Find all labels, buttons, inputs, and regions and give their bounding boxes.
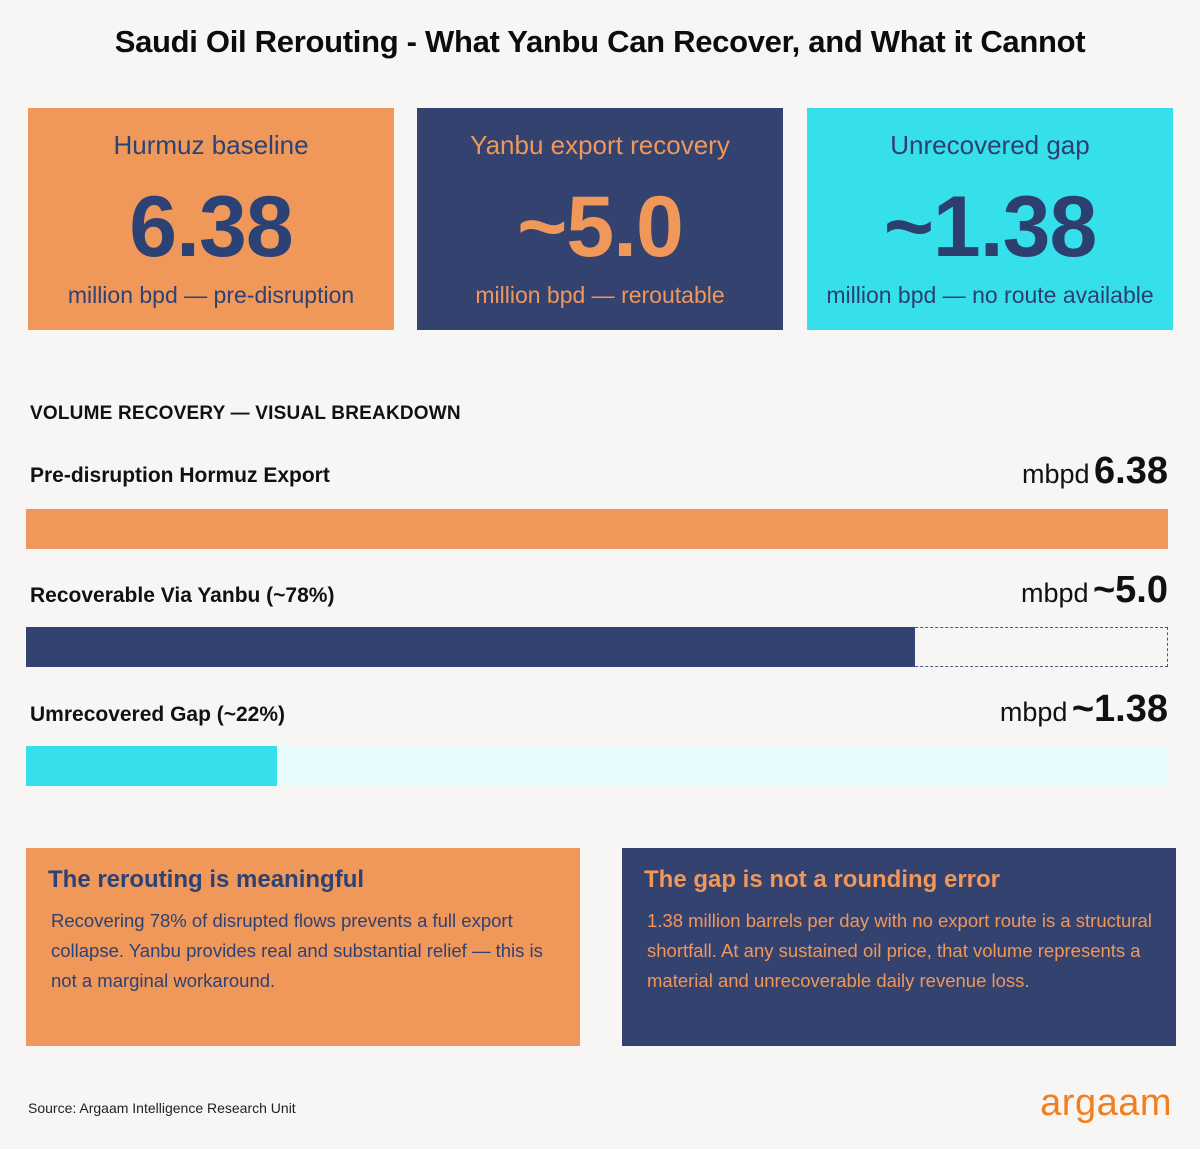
bar-fill-hormuz: [26, 509, 1168, 549]
value-number: ~5.0: [1092, 569, 1168, 611]
value-number: ~1.38: [1071, 688, 1168, 730]
kpi-value: 6.38: [129, 179, 293, 275]
kpi-value: ~5.0: [517, 179, 684, 275]
unit-label: mbpd: [1022, 459, 1090, 489]
page-title: Saudi Oil Rerouting - What Yanbu Can Rec…: [114, 24, 1086, 59]
kpi-card-hormuz-baseline: Hurmuz baseline 6.38 million bpd — pre-d…: [28, 108, 394, 330]
kpi-card-yanbu-recovery: Yanbu export recovery ~5.0 million bpd —…: [417, 108, 783, 330]
bar-value-yanbu: mbpd ~5.0: [1021, 569, 1168, 612]
kpi-subtitle: million bpd — no route available: [826, 282, 1154, 308]
kpi-label: Unrecovered gap: [890, 130, 1090, 160]
bar-track-gap: [26, 746, 1168, 786]
note-card-rerouting: The rerouting is meaningful Recovering 7…: [26, 848, 580, 1046]
note-body: Recovering 78% of disrupted flows preven…: [51, 910, 543, 991]
bar-track-yanbu-dashed: [25, 626, 1168, 667]
bar-track-hormuz: [26, 509, 1168, 549]
kpi-subtitle: million bpd — pre-disruption: [67, 282, 355, 308]
bar-value-gap: mbpd ~1.38: [1000, 688, 1168, 731]
kpi-value: ~1.38: [883, 179, 1098, 275]
note-title: The gap is not a rounding error: [644, 866, 1001, 893]
unit-label: mbpd: [1020, 578, 1089, 608]
bar-fill-gap: [26, 746, 278, 786]
bar-label-gap: Umrecovered Gap (~22%): [30, 703, 286, 726]
value-number: 6.38: [1094, 450, 1168, 492]
bar-fill-yanbu: [25, 626, 915, 667]
kpi-subtitle: million bpd — reroutable: [475, 282, 725, 308]
note-title: The rerouting is meaningful: [48, 866, 365, 893]
bar-value-hormuz: mbpd 6.38: [1022, 450, 1168, 493]
kpi-card-unrecovered-gap: Unrecovered gap ~1.38 million bpd — no r…: [807, 108, 1173, 330]
source-text: Source: Argaam Intelligence Research Uni…: [28, 1100, 296, 1116]
unit-label: mbpd: [999, 697, 1068, 727]
note-body: 1.38 million barrels per day with no exp…: [647, 910, 1152, 991]
kpi-label: Hurmuz baseline: [113, 130, 309, 160]
bar-label-yanbu: Recoverable Via Yanbu (~78%): [30, 584, 335, 607]
section-title: VOLUME RECOVERY — VISUAL BREAKDOWN: [30, 403, 461, 424]
note-card-gap: The gap is not a rounding error 1.38 mil…: [622, 848, 1176, 1046]
argaam-logo: argaam: [1040, 1082, 1172, 1124]
kpi-label: Yanbu export recovery: [470, 130, 730, 160]
bar-label-hormuz: Pre-disruption Hormuz Export: [30, 464, 330, 487]
